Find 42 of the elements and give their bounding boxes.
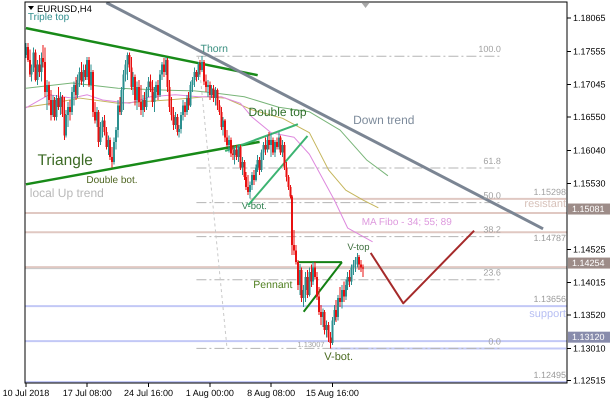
x-tick-label: 8 Aug 08:00 (247, 388, 296, 398)
annotation: V-top (347, 242, 370, 253)
series-label: 23.6 (483, 268, 501, 278)
y-tick-label: 1.13010 (573, 343, 606, 354)
ref-line-label: 1.13120 (572, 332, 605, 342)
chart-title: EURUSD,H4 (37, 4, 92, 15)
x-tick-label: 24 Jul 16:00 (124, 388, 174, 398)
y-tick-label: 1.16040 (573, 145, 606, 156)
annotation: resistant (524, 198, 566, 210)
annotation: Double bot. (86, 175, 138, 186)
x-tick-label: 10 Jul 2018 (2, 388, 50, 398)
y-tick-label: 1.16550 (573, 112, 606, 122)
ref-line-label: 1.14254 (572, 258, 605, 268)
x-tick-label: 1 Aug 00:00 (186, 388, 234, 398)
annotation: 1.13656 (533, 294, 566, 304)
series-label: 1.15298 (533, 186, 566, 197)
y-tick-label: 1.13520 (573, 310, 606, 320)
y-tick-label: 1.14525 (573, 244, 606, 254)
y-tick-label: 1.15530 (573, 178, 606, 189)
y-tick-label: 1.17555 (573, 46, 606, 56)
ref-line-label: 1.15081 (572, 204, 605, 214)
series-label: 61.8 (483, 156, 501, 166)
y-tick-label: 1.14015 (573, 278, 606, 288)
annotation: Pennant (253, 279, 293, 291)
annotation: V-bot. (242, 201, 267, 212)
annotation: Triple top (28, 12, 70, 23)
annotation: 1.12495 (533, 370, 566, 380)
annotation: 1.14787 (533, 233, 566, 243)
annotation: support (529, 308, 566, 320)
series-label: 0.0 (488, 336, 501, 346)
annotation: V-bot. (324, 351, 354, 363)
annotation: Triangle (37, 152, 93, 169)
annotation: Down trend (353, 113, 414, 127)
x-tick-label: 17 Jul 08:00 (62, 388, 112, 398)
annotation: MA Fibo - 34; 55; 89 (362, 217, 452, 228)
x-tick-label: 15 Aug 16:00 (306, 388, 359, 398)
annotation: Thorn (200, 43, 228, 55)
y-tick-label: 1.12515 (573, 376, 606, 386)
annotation: local Up trend (30, 186, 104, 200)
y-tick-label: 1.18065 (573, 13, 606, 24)
series-label: 100.0 (478, 44, 501, 54)
y-tick-label: 1.17045 (573, 80, 606, 90)
